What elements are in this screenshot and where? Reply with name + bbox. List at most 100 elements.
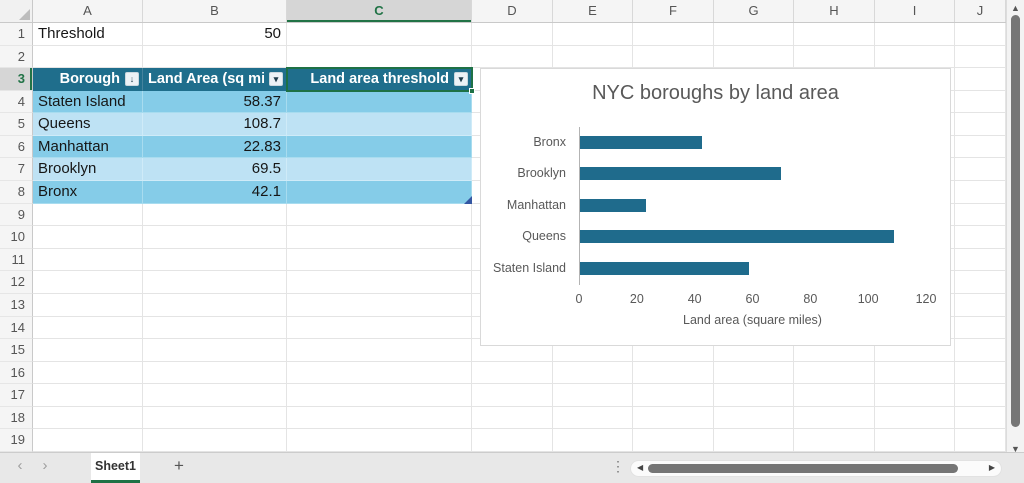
- cell-D17[interactable]: [472, 384, 553, 407]
- cell-J19[interactable]: [955, 429, 1006, 452]
- cell-C1[interactable]: [287, 23, 472, 46]
- cell-C16[interactable]: [287, 361, 472, 385]
- vertical-scrollbar-thumb[interactable]: [1011, 15, 1020, 427]
- cell-I2[interactable]: [875, 45, 955, 69]
- cell-J6[interactable]: [955, 135, 1006, 159]
- column-header-D[interactable]: D: [472, 0, 553, 22]
- vertical-scrollbar[interactable]: ▲ ▼: [1006, 0, 1024, 457]
- cell-E17[interactable]: [553, 384, 633, 407]
- cell-A10[interactable]: [33, 226, 143, 249]
- cell-H15[interactable]: [794, 339, 875, 362]
- cell-B16[interactable]: [143, 361, 287, 385]
- cell-G17[interactable]: [714, 384, 794, 407]
- cell-F19[interactable]: [633, 429, 714, 452]
- cell-J11[interactable]: [955, 248, 1006, 272]
- cell-B2[interactable]: [143, 45, 287, 69]
- cell-C4[interactable]: [287, 90, 472, 114]
- cell-A17[interactable]: [33, 384, 143, 407]
- cell-J8[interactable]: [955, 181, 1006, 204]
- embedded-chart[interactable]: NYC boroughs by land area Bronx Brooklyn M…: [480, 68, 951, 346]
- column-header-A[interactable]: A: [33, 0, 143, 22]
- horizontal-scrollbar-thumb[interactable]: [648, 464, 958, 473]
- cell-I19[interactable]: [875, 429, 955, 452]
- cell-A18[interactable]: [33, 406, 143, 430]
- cell-B12[interactable]: [143, 271, 287, 294]
- cell-B3[interactable]: Land Area (sq mi ▾: [143, 68, 287, 91]
- cell-G16[interactable]: [714, 361, 794, 385]
- cell-F16[interactable]: [633, 361, 714, 385]
- column-header-H[interactable]: H: [794, 0, 875, 22]
- cell-G15[interactable]: [714, 339, 794, 362]
- row-header-18[interactable]: 18: [0, 406, 33, 430]
- cell-J15[interactable]: [955, 339, 1006, 362]
- cell-I16[interactable]: [875, 361, 955, 385]
- cell-A14[interactable]: [33, 316, 143, 340]
- cell-C7[interactable]: [287, 158, 472, 182]
- cell-E19[interactable]: [553, 429, 633, 452]
- row-header-16[interactable]: 16: [0, 361, 33, 385]
- cell-D19[interactable]: [472, 429, 553, 452]
- cell-B18[interactable]: [143, 406, 287, 430]
- cell-A9[interactable]: [33, 203, 143, 227]
- row-header-4[interactable]: 4: [0, 90, 33, 114]
- cell-A7[interactable]: Brooklyn: [33, 158, 143, 182]
- add-sheet-button[interactable]: +: [174, 456, 184, 475]
- cell-C2[interactable]: [287, 45, 472, 69]
- row-header-17[interactable]: 17: [0, 384, 33, 407]
- cell-C3[interactable]: Land area threshold ▾: [287, 68, 472, 91]
- cell-I18[interactable]: [875, 406, 955, 430]
- cell-A4[interactable]: Staten Island: [33, 90, 143, 114]
- cell-A5[interactable]: Queens: [33, 113, 143, 136]
- cell-C5[interactable]: [287, 113, 472, 136]
- cell-B14[interactable]: [143, 316, 287, 340]
- column-header-C[interactable]: C: [287, 0, 472, 22]
- cell-C19[interactable]: [287, 429, 472, 452]
- chart-bar-bronx[interactable]: [580, 136, 702, 149]
- cell-B10[interactable]: [143, 226, 287, 249]
- cell-C13[interactable]: [287, 293, 472, 317]
- filter-dropdown-icon[interactable]: ▾: [269, 71, 283, 86]
- row-header-8[interactable]: 8: [0, 181, 33, 204]
- column-header-G[interactable]: G: [714, 0, 794, 22]
- cell-E16[interactable]: [553, 361, 633, 385]
- cell-J5[interactable]: [955, 113, 1006, 136]
- cell-D18[interactable]: [472, 406, 553, 430]
- column-header-I[interactable]: I: [875, 0, 955, 22]
- cell-A3[interactable]: Borough ↓: [33, 68, 143, 91]
- row-header-11[interactable]: 11: [0, 248, 33, 272]
- cell-J1[interactable]: [955, 23, 1006, 46]
- cell-B15[interactable]: [143, 339, 287, 362]
- cell-B11[interactable]: [143, 248, 287, 272]
- cell-B8[interactable]: 42.1: [143, 181, 287, 204]
- select-all-corner[interactable]: [0, 0, 33, 22]
- row-header-10[interactable]: 10: [0, 226, 33, 249]
- row-header-15[interactable]: 15: [0, 339, 33, 362]
- sort-filter-icon[interactable]: ↓: [125, 71, 139, 86]
- cell-C17[interactable]: [287, 384, 472, 407]
- cell-C12[interactable]: [287, 271, 472, 294]
- cell-B5[interactable]: 108.7: [143, 113, 287, 136]
- cell-A12[interactable]: [33, 271, 143, 294]
- cell-F18[interactable]: [633, 406, 714, 430]
- cell-H16[interactable]: [794, 361, 875, 385]
- cell-A16[interactable]: [33, 361, 143, 385]
- cell-A19[interactable]: [33, 429, 143, 452]
- cell-B19[interactable]: [143, 429, 287, 452]
- chart-bar-brooklyn[interactable]: [580, 167, 781, 181]
- chart-bar-staten-island[interactable]: [580, 261, 749, 275]
- cell-I17[interactable]: [875, 384, 955, 407]
- cell-E2[interactable]: [553, 45, 633, 69]
- cell-A13[interactable]: [33, 293, 143, 317]
- cell-J10[interactable]: [955, 226, 1006, 249]
- cell-B13[interactable]: [143, 293, 287, 317]
- column-header-E[interactable]: E: [553, 0, 633, 22]
- cell-B4[interactable]: 58.37: [143, 90, 287, 114]
- row-header-1[interactable]: 1: [0, 23, 33, 46]
- cell-G1[interactable]: [714, 23, 794, 46]
- row-header-5[interactable]: 5: [0, 113, 33, 136]
- column-header-F[interactable]: F: [633, 0, 714, 22]
- cell-J2[interactable]: [955, 45, 1006, 69]
- cell-D15[interactable]: [472, 339, 553, 362]
- row-header-6[interactable]: 6: [0, 135, 33, 159]
- scroll-left-icon[interactable]: ◀: [637, 463, 644, 472]
